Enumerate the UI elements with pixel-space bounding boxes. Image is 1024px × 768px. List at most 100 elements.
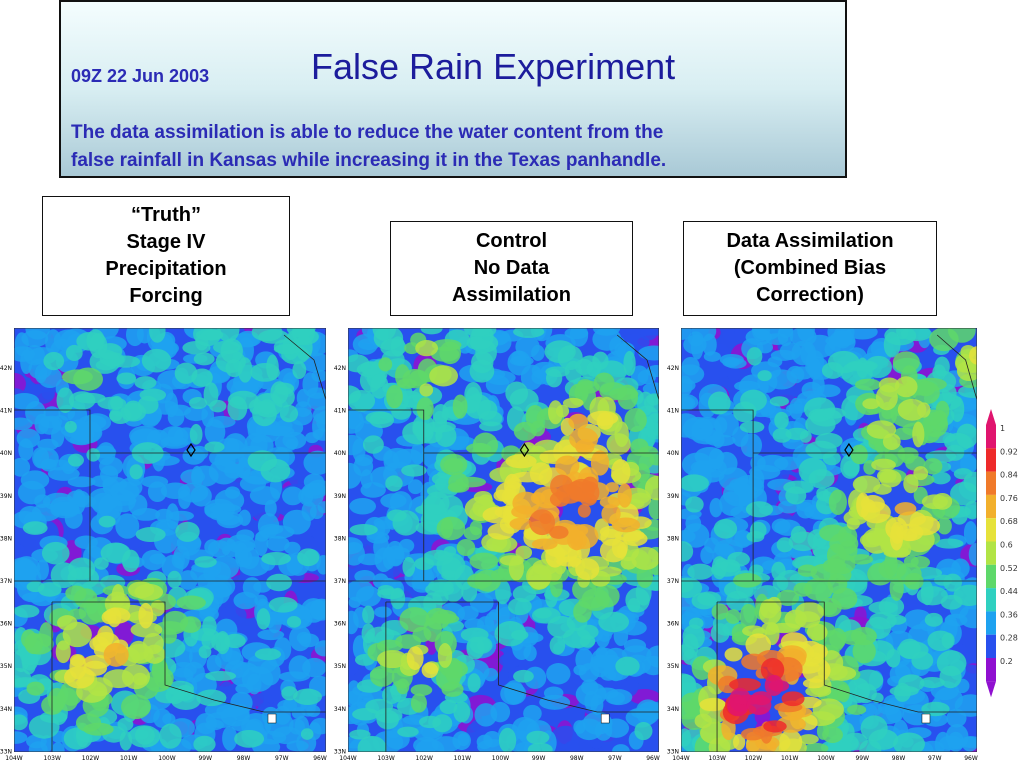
longitude-label: 104W — [672, 755, 689, 762]
precip-blob — [173, 545, 190, 570]
precip-blob — [513, 669, 534, 683]
precip-blob — [769, 396, 789, 407]
precip-blob — [260, 524, 284, 535]
precip-blob — [357, 735, 387, 752]
precip-blob — [681, 541, 694, 562]
precip-blob — [590, 450, 610, 476]
precip-blob — [167, 570, 182, 589]
state-border — [681, 409, 754, 581]
precip-blob — [725, 609, 741, 624]
precip-blob — [921, 494, 948, 510]
precip-blob — [214, 489, 245, 512]
longitude-label: 97W — [928, 755, 942, 762]
precip-blob — [806, 623, 828, 641]
precip-blob — [464, 618, 485, 631]
precip-blob — [611, 517, 641, 533]
precip-blob — [968, 543, 977, 566]
precip-blob — [190, 563, 218, 583]
precip-blob — [149, 328, 166, 343]
precip-blob — [555, 484, 583, 504]
precip-blob — [86, 448, 101, 462]
precip-blob — [14, 604, 40, 618]
precip-blob — [871, 692, 884, 704]
precip-blob — [531, 538, 558, 550]
precip-blob — [150, 599, 166, 617]
precip-blob — [64, 420, 77, 433]
station-box — [921, 713, 931, 724]
longitude-label: 102W — [416, 755, 433, 762]
precip-blob — [51, 742, 65, 752]
precip-blob — [406, 646, 424, 671]
precip-blob — [617, 483, 632, 508]
precip-blob — [733, 734, 746, 751]
precip-blob — [439, 341, 462, 365]
precip-blob — [410, 693, 427, 713]
precip-blob — [168, 510, 194, 521]
precip-blob — [349, 524, 378, 536]
precip-blob — [681, 395, 696, 411]
precip-blob — [829, 628, 847, 649]
colorbar-swatch — [986, 518, 996, 542]
precip-blob — [564, 328, 589, 340]
longitude-label: 101W — [120, 755, 137, 762]
precip-blob — [310, 518, 325, 530]
longitude-label: 100W — [492, 755, 509, 762]
precip-blob — [121, 694, 151, 720]
precip-blob — [546, 663, 571, 685]
latitude-label: 36N — [334, 621, 346, 628]
precip-blob — [226, 376, 259, 396]
precip-blob — [306, 387, 326, 399]
precip-blob — [893, 682, 911, 702]
precip-blob — [176, 595, 206, 610]
longitude-label: 99W — [532, 755, 546, 762]
latitude-label: 37N — [0, 578, 12, 585]
longitude-label: 101W — [781, 755, 798, 762]
precip-blob — [681, 595, 696, 611]
precip-blob — [264, 499, 277, 517]
precip-blob — [620, 556, 637, 570]
precip-blob — [314, 640, 326, 657]
longitude-label: 97W — [275, 755, 289, 762]
precip-blob — [476, 399, 498, 420]
precip-blob — [623, 350, 636, 377]
precip-blob — [407, 479, 423, 495]
precip-blob — [969, 346, 977, 365]
precip-blob — [924, 612, 943, 627]
precip-blob — [268, 596, 298, 613]
precip-blob — [527, 742, 553, 752]
precip-blob — [222, 726, 238, 751]
precip-blob — [549, 525, 569, 539]
precip-blob — [950, 481, 977, 506]
precip-blob — [912, 421, 925, 448]
precip-blob — [56, 387, 75, 414]
precip-blob — [457, 733, 470, 747]
precip-blob — [229, 662, 261, 688]
precip-blob — [931, 471, 951, 485]
precip-blob — [746, 347, 763, 366]
precip-blob — [279, 404, 299, 423]
longitude-label: 97W — [608, 755, 622, 762]
latitude-label: 40N — [667, 450, 679, 457]
precip-blob — [362, 435, 384, 454]
precip-blob — [26, 681, 45, 696]
precip-blob — [615, 656, 640, 676]
precip-blob — [724, 647, 743, 662]
precip-blob — [41, 387, 55, 400]
longitude-label: 102W — [745, 755, 762, 762]
precip-blob — [607, 691, 625, 705]
precip-blob — [508, 555, 524, 581]
colorbar-swatch — [986, 541, 996, 565]
precip-blob — [889, 525, 904, 551]
precip-blob — [429, 365, 458, 387]
colorbar-label: 0.52 — [1000, 564, 1018, 573]
latitude-label: 36N — [667, 621, 679, 628]
precip-blob — [526, 564, 552, 589]
precip-blob — [293, 688, 322, 705]
precip-blob — [395, 634, 422, 649]
title: False Rain Experiment — [311, 46, 676, 87]
precip-blob — [934, 538, 964, 549]
precip-blob — [258, 659, 281, 686]
precip-blob — [797, 328, 815, 342]
precip-blob — [193, 352, 215, 366]
precip-blob — [921, 701, 950, 717]
